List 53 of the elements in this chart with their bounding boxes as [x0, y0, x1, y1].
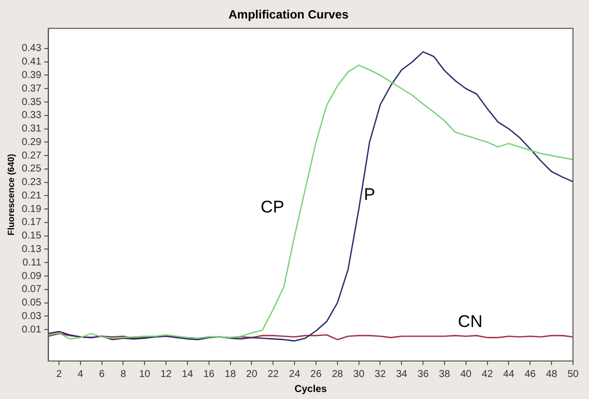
- x-tick-label: 20: [246, 368, 258, 380]
- x-tick-label: 4: [78, 368, 84, 380]
- x-tick-label: 8: [120, 368, 126, 380]
- y-tick-label: 0.27: [22, 150, 42, 162]
- chart-title: Amplification Curves: [228, 8, 349, 22]
- x-tick-label: 18: [224, 368, 236, 380]
- y-tick-label: 0.13: [22, 244, 42, 255]
- x-tick-label: 40: [460, 368, 472, 380]
- y-tick-label: 0.03: [22, 310, 42, 322]
- x-tick-label: 42: [482, 368, 494, 380]
- y-tick-label: 0.17: [22, 217, 42, 228]
- y-tick-label: 0.25: [22, 164, 42, 175]
- y-tick-label: 0.21: [22, 190, 42, 202]
- series-label: P: [364, 184, 376, 204]
- x-tick-label: 26: [310, 368, 322, 380]
- y-tick-label: 0.15: [22, 230, 42, 242]
- x-tick-label: 46: [524, 368, 536, 380]
- x-tick-label: 10: [139, 368, 151, 380]
- y-tick-label: 0.41: [22, 56, 42, 68]
- y-tick-label: 0.19: [22, 204, 42, 215]
- x-tick-label: 50: [567, 368, 579, 380]
- x-tick-label: 28: [332, 368, 344, 380]
- y-tick-label: 0.31: [22, 124, 42, 135]
- x-tick-label: 6: [99, 368, 106, 380]
- y-tick-label: 0.37: [22, 83, 42, 94]
- y-axis-title: Fluorescence (640): [6, 154, 16, 236]
- x-tick-label: 2: [56, 368, 62, 380]
- y-tick-label: 0.23: [22, 177, 42, 188]
- x-tick-label: 44: [503, 368, 515, 380]
- y-tick-label: 0.43: [22, 43, 42, 54]
- series-label: CN: [458, 312, 482, 331]
- y-tick-label: 0.11: [22, 257, 42, 268]
- x-tick-label: 12: [160, 368, 172, 380]
- y-tick-label: 0.05: [22, 298, 42, 309]
- y-tick-label: 0.07: [22, 284, 42, 296]
- x-tick-label: 14: [182, 368, 194, 380]
- x-tick-label: 34: [396, 368, 408, 380]
- x-tick-label: 48: [546, 368, 558, 380]
- x-tick-label: 16: [203, 368, 215, 380]
- series-label: CP: [260, 198, 284, 217]
- x-axis-title: Cycles: [294, 384, 328, 395]
- y-tick-label: 0.01: [22, 324, 42, 336]
- x-tick-label: 36: [418, 368, 430, 380]
- x-tick-label: 30: [353, 368, 365, 380]
- y-tick-label: 0.33: [22, 110, 42, 122]
- x-tick-label: 38: [438, 368, 450, 380]
- y-tick-label: 0.39: [22, 70, 42, 81]
- x-tick-label: 24: [289, 368, 301, 380]
- y-tick-label: 0.09: [22, 270, 42, 282]
- y-tick-label: 0.29: [22, 136, 42, 148]
- x-tick-label: 32: [374, 368, 386, 380]
- x-tick-label: 22: [268, 368, 280, 380]
- y-tick-label: 0.35: [22, 96, 42, 108]
